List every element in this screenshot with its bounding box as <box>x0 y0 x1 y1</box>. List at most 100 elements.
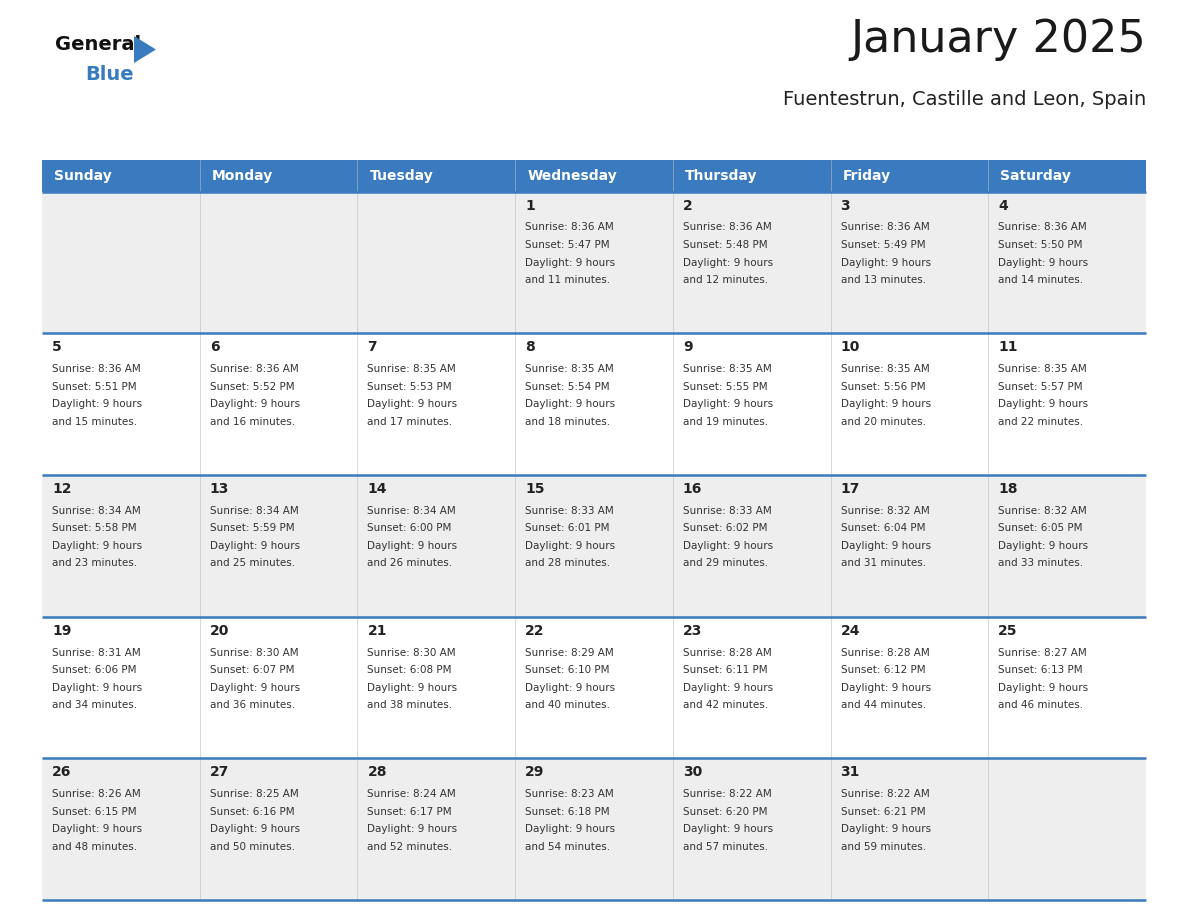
Text: Sunrise: 8:36 AM: Sunrise: 8:36 AM <box>841 222 929 232</box>
Text: and 54 minutes.: and 54 minutes. <box>525 842 611 852</box>
Text: and 16 minutes.: and 16 minutes. <box>210 417 295 427</box>
Text: Daylight: 9 hours: Daylight: 9 hours <box>683 824 773 834</box>
Polygon shape <box>134 36 156 63</box>
Text: Sunrise: 8:35 AM: Sunrise: 8:35 AM <box>683 364 772 375</box>
Text: Sunrise: 8:24 AM: Sunrise: 8:24 AM <box>367 789 456 800</box>
Text: 13: 13 <box>210 482 229 496</box>
Text: Sunset: 5:50 PM: Sunset: 5:50 PM <box>998 240 1082 250</box>
Text: 17: 17 <box>841 482 860 496</box>
Bar <box>672 160 830 192</box>
Text: Saturday: Saturday <box>1000 169 1072 183</box>
Text: Blue: Blue <box>86 65 133 84</box>
Text: 7: 7 <box>367 341 377 354</box>
Text: Daylight: 9 hours: Daylight: 9 hours <box>841 824 930 834</box>
Text: Sunrise: 8:35 AM: Sunrise: 8:35 AM <box>367 364 456 375</box>
Text: and 18 minutes.: and 18 minutes. <box>525 417 611 427</box>
Text: Sunrise: 8:35 AM: Sunrise: 8:35 AM <box>841 364 929 375</box>
Text: Sunrise: 8:31 AM: Sunrise: 8:31 AM <box>52 647 140 657</box>
Text: Sunset: 6:06 PM: Sunset: 6:06 PM <box>52 666 137 675</box>
Text: Daylight: 9 hours: Daylight: 9 hours <box>367 683 457 692</box>
Text: and 40 minutes.: and 40 minutes. <box>525 700 611 711</box>
Text: and 50 minutes.: and 50 minutes. <box>210 842 295 852</box>
Text: Sunset: 5:47 PM: Sunset: 5:47 PM <box>525 240 609 250</box>
Text: 18: 18 <box>998 482 1018 496</box>
Text: and 52 minutes.: and 52 minutes. <box>367 842 453 852</box>
Text: Sunrise: 8:36 AM: Sunrise: 8:36 AM <box>998 222 1087 232</box>
Text: and 36 minutes.: and 36 minutes. <box>210 700 295 711</box>
Text: Sunrise: 8:23 AM: Sunrise: 8:23 AM <box>525 789 614 800</box>
Text: Sunrise: 8:33 AM: Sunrise: 8:33 AM <box>525 506 614 516</box>
Text: Sunrise: 8:22 AM: Sunrise: 8:22 AM <box>683 789 772 800</box>
Text: Sunrise: 8:30 AM: Sunrise: 8:30 AM <box>367 647 456 657</box>
Bar <box>516 160 672 192</box>
Text: Sunset: 6:02 PM: Sunset: 6:02 PM <box>683 523 767 533</box>
Text: Sunset: 6:16 PM: Sunset: 6:16 PM <box>210 807 295 817</box>
Bar <box>42 758 1146 900</box>
Text: 14: 14 <box>367 482 387 496</box>
Text: Sunset: 5:51 PM: Sunset: 5:51 PM <box>52 382 137 392</box>
Text: 5: 5 <box>52 341 62 354</box>
Text: Sunset: 6:12 PM: Sunset: 6:12 PM <box>841 666 925 675</box>
Text: January 2025: January 2025 <box>851 18 1146 61</box>
Text: Sunrise: 8:34 AM: Sunrise: 8:34 AM <box>52 506 140 516</box>
Text: 19: 19 <box>52 623 71 638</box>
Text: General: General <box>55 35 141 54</box>
Text: Sunset: 6:11 PM: Sunset: 6:11 PM <box>683 666 767 675</box>
Bar <box>988 160 1146 192</box>
Text: and 28 minutes.: and 28 minutes. <box>525 558 611 568</box>
Text: 27: 27 <box>210 766 229 779</box>
Text: Daylight: 9 hours: Daylight: 9 hours <box>52 399 143 409</box>
Text: and 29 minutes.: and 29 minutes. <box>683 558 767 568</box>
Text: and 19 minutes.: and 19 minutes. <box>683 417 767 427</box>
Text: Daylight: 9 hours: Daylight: 9 hours <box>367 824 457 834</box>
Text: Sunset: 6:10 PM: Sunset: 6:10 PM <box>525 666 609 675</box>
Text: 10: 10 <box>841 341 860 354</box>
Text: Sunset: 5:55 PM: Sunset: 5:55 PM <box>683 382 767 392</box>
Text: 24: 24 <box>841 623 860 638</box>
Text: and 22 minutes.: and 22 minutes. <box>998 417 1083 427</box>
Text: and 48 minutes.: and 48 minutes. <box>52 842 137 852</box>
Text: 28: 28 <box>367 766 387 779</box>
Text: Daylight: 9 hours: Daylight: 9 hours <box>841 683 930 692</box>
Text: Sunset: 5:49 PM: Sunset: 5:49 PM <box>841 240 925 250</box>
Text: 2: 2 <box>683 198 693 212</box>
Text: and 13 minutes.: and 13 minutes. <box>841 275 925 285</box>
Text: 1: 1 <box>525 198 535 212</box>
Text: Sunrise: 8:25 AM: Sunrise: 8:25 AM <box>210 789 298 800</box>
Text: Tuesday: Tuesday <box>369 169 434 183</box>
Text: Wednesday: Wednesday <box>527 169 617 183</box>
Text: Sunrise: 8:29 AM: Sunrise: 8:29 AM <box>525 647 614 657</box>
Text: Sunrise: 8:28 AM: Sunrise: 8:28 AM <box>841 647 929 657</box>
Text: 6: 6 <box>210 341 220 354</box>
Bar <box>42 160 200 192</box>
Bar <box>42 192 1146 333</box>
Text: 26: 26 <box>52 766 71 779</box>
Text: and 57 minutes.: and 57 minutes. <box>683 842 767 852</box>
Text: and 20 minutes.: and 20 minutes. <box>841 417 925 427</box>
Text: Sunset: 5:57 PM: Sunset: 5:57 PM <box>998 382 1083 392</box>
Text: and 42 minutes.: and 42 minutes. <box>683 700 767 711</box>
Text: Sunset: 6:01 PM: Sunset: 6:01 PM <box>525 523 609 533</box>
Text: Sunset: 6:07 PM: Sunset: 6:07 PM <box>210 666 295 675</box>
Bar <box>42 333 1146 475</box>
Text: Sunset: 6:17 PM: Sunset: 6:17 PM <box>367 807 453 817</box>
Text: Sunset: 6:20 PM: Sunset: 6:20 PM <box>683 807 767 817</box>
Text: Sunset: 6:08 PM: Sunset: 6:08 PM <box>367 666 451 675</box>
Text: Daylight: 9 hours: Daylight: 9 hours <box>525 258 615 267</box>
Text: Daylight: 9 hours: Daylight: 9 hours <box>367 399 457 409</box>
Text: and 31 minutes.: and 31 minutes. <box>841 558 925 568</box>
Text: Sunset: 6:15 PM: Sunset: 6:15 PM <box>52 807 137 817</box>
Text: Daylight: 9 hours: Daylight: 9 hours <box>683 541 773 551</box>
Text: 8: 8 <box>525 341 535 354</box>
Text: Sunset: 5:58 PM: Sunset: 5:58 PM <box>52 523 137 533</box>
Text: 25: 25 <box>998 623 1018 638</box>
Text: Daylight: 9 hours: Daylight: 9 hours <box>210 399 299 409</box>
Text: Friday: Friday <box>842 169 891 183</box>
Text: Sunrise: 8:36 AM: Sunrise: 8:36 AM <box>210 364 298 375</box>
Text: and 26 minutes.: and 26 minutes. <box>367 558 453 568</box>
Text: Daylight: 9 hours: Daylight: 9 hours <box>367 541 457 551</box>
Text: and 12 minutes.: and 12 minutes. <box>683 275 767 285</box>
Text: Sunrise: 8:26 AM: Sunrise: 8:26 AM <box>52 789 140 800</box>
Text: Sunset: 6:21 PM: Sunset: 6:21 PM <box>841 807 925 817</box>
Text: Daylight: 9 hours: Daylight: 9 hours <box>52 824 143 834</box>
